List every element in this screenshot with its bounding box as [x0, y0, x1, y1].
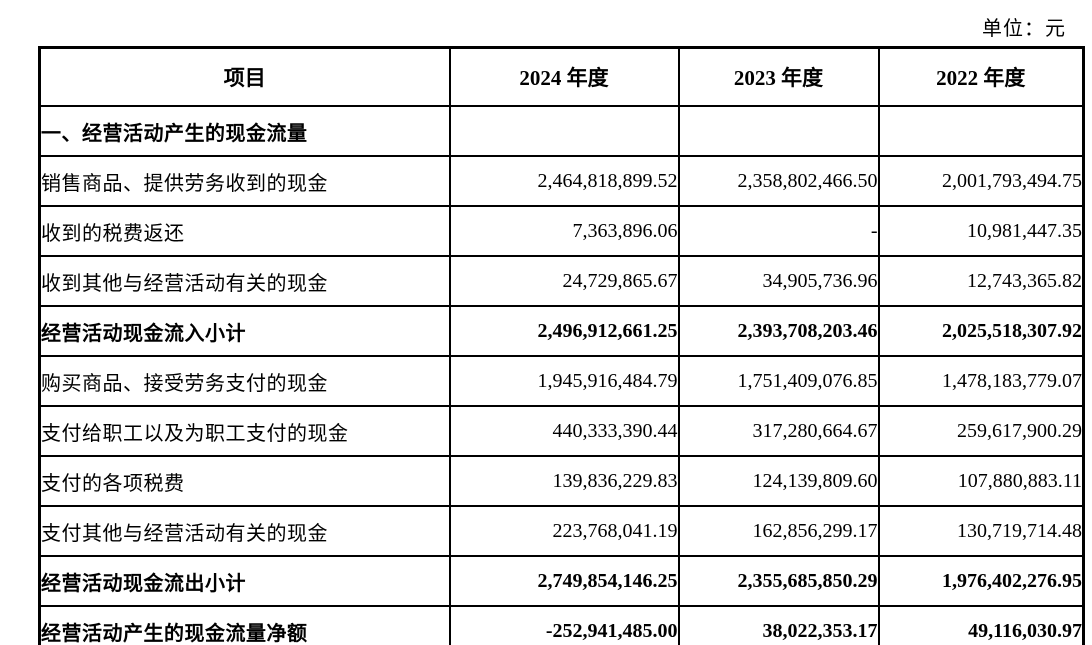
row-value-2023: 162,856,299.17 — [677, 505, 880, 557]
row-value-2022: 1,976,402,276.95 — [877, 555, 1085, 607]
row-value-2024: -252,941,485.00 — [448, 605, 680, 645]
row-value-2023: 2,393,708,203.46 — [677, 305, 880, 357]
row-label: 销售商品、提供劳务收到的现金 — [38, 155, 451, 207]
table-row-employee-payments: 支付给职工以及为职工支付的现金 440,333,390.44 317,280,6… — [38, 405, 1085, 457]
row-value-2024: 223,768,041.19 — [448, 505, 680, 557]
row-value-2023: 1,751,409,076.85 — [677, 355, 880, 407]
table-row-net-cash-flow: 经营活动产生的现金流量净额 -252,941,485.00 38,022,353… — [38, 605, 1085, 645]
row-value-2023: - — [677, 205, 880, 257]
row-value-2024: 24,729,865.67 — [448, 255, 680, 307]
row-value-2023: 2,355,685,850.29 — [677, 555, 880, 607]
table-row-other-operating-paid: 支付其他与经营活动有关的现金 223,768,041.19 162,856,29… — [38, 505, 1085, 557]
row-value-2024: 2,496,912,661.25 — [448, 305, 680, 357]
row-value-2022: 259,617,900.29 — [877, 405, 1085, 457]
row-label: 经营活动现金流入小计 — [38, 305, 451, 357]
row-label: 收到其他与经营活动有关的现金 — [38, 255, 451, 307]
table-row-sales-cash: 销售商品、提供劳务收到的现金 2,464,818,899.52 2,358,80… — [38, 155, 1085, 207]
row-value-2024 — [448, 105, 680, 157]
table-row-outflow-subtotal: 经营活动现金流出小计 2,749,854,146.25 2,355,685,85… — [38, 555, 1085, 607]
table-row-inflow-subtotal: 经营活动现金流入小计 2,496,912,661.25 2,393,708,20… — [38, 305, 1085, 357]
row-value-2022: 130,719,714.48 — [877, 505, 1085, 557]
row-value-2024: 2,749,854,146.25 — [448, 555, 680, 607]
row-value-2022: 1,478,183,779.07 — [877, 355, 1085, 407]
row-label: 支付给职工以及为职工支付的现金 — [38, 405, 451, 457]
row-label: 收到的税费返还 — [38, 205, 451, 257]
table-row-taxes-paid: 支付的各项税费 139,836,229.83 124,139,809.60 10… — [38, 455, 1085, 507]
table-row-section-operating: 一、经营活动产生的现金流量 — [38, 105, 1085, 157]
column-header-item: 项目 — [38, 46, 451, 107]
row-value-2024: 1,945,916,484.79 — [448, 355, 680, 407]
table-row-goods-services-paid: 购买商品、接受劳务支付的现金 1,945,916,484.79 1,751,40… — [38, 355, 1085, 407]
row-label: 经营活动产生的现金流量净额 — [38, 605, 451, 645]
row-value-2023: 317,280,664.67 — [677, 405, 880, 457]
row-value-2024: 440,333,390.44 — [448, 405, 680, 457]
table-row-tax-refunds: 收到的税费返还 7,363,896.06 - 10,981,447.35 — [38, 205, 1085, 257]
table-row-other-operating-received: 收到其他与经营活动有关的现金 24,729,865.67 34,905,736.… — [38, 255, 1085, 307]
row-value-2022: 12,743,365.82 — [877, 255, 1085, 307]
row-value-2024: 139,836,229.83 — [448, 455, 680, 507]
unit-label: 单位：元 — [982, 18, 1066, 40]
row-label: 支付其他与经营活动有关的现金 — [38, 505, 451, 557]
row-label: 支付的各项税费 — [38, 455, 451, 507]
cash-flow-table: 项目 2024 年度 2023 年度 2022 年度 一、经营活动产生的现金流量… — [38, 46, 1085, 645]
row-value-2024: 2,464,818,899.52 — [448, 155, 680, 207]
column-header-2024: 2024 年度 — [448, 46, 680, 107]
row-value-2023: 38,022,353.17 — [677, 605, 880, 645]
row-label: 购买商品、接受劳务支付的现金 — [38, 355, 451, 407]
column-header-2023: 2023 年度 — [677, 46, 880, 107]
row-value-2023 — [677, 105, 880, 157]
row-value-2022: 49,116,030.97 — [877, 605, 1085, 645]
row-value-2022 — [877, 105, 1085, 157]
row-value-2022: 107,880,883.11 — [877, 455, 1085, 507]
row-value-2023: 2,358,802,466.50 — [677, 155, 880, 207]
row-value-2023: 124,139,809.60 — [677, 455, 880, 507]
row-value-2023: 34,905,736.96 — [677, 255, 880, 307]
row-value-2022: 2,001,793,494.75 — [877, 155, 1085, 207]
row-label: 经营活动现金流出小计 — [38, 555, 451, 607]
row-value-2022: 2,025,518,307.92 — [877, 305, 1085, 357]
column-header-2022: 2022 年度 — [877, 46, 1085, 107]
row-label: 一、经营活动产生的现金流量 — [38, 105, 451, 157]
table-header-row: 项目 2024 年度 2023 年度 2022 年度 — [38, 46, 1085, 107]
row-value-2024: 7,363,896.06 — [448, 205, 680, 257]
row-value-2022: 10,981,447.35 — [877, 205, 1085, 257]
